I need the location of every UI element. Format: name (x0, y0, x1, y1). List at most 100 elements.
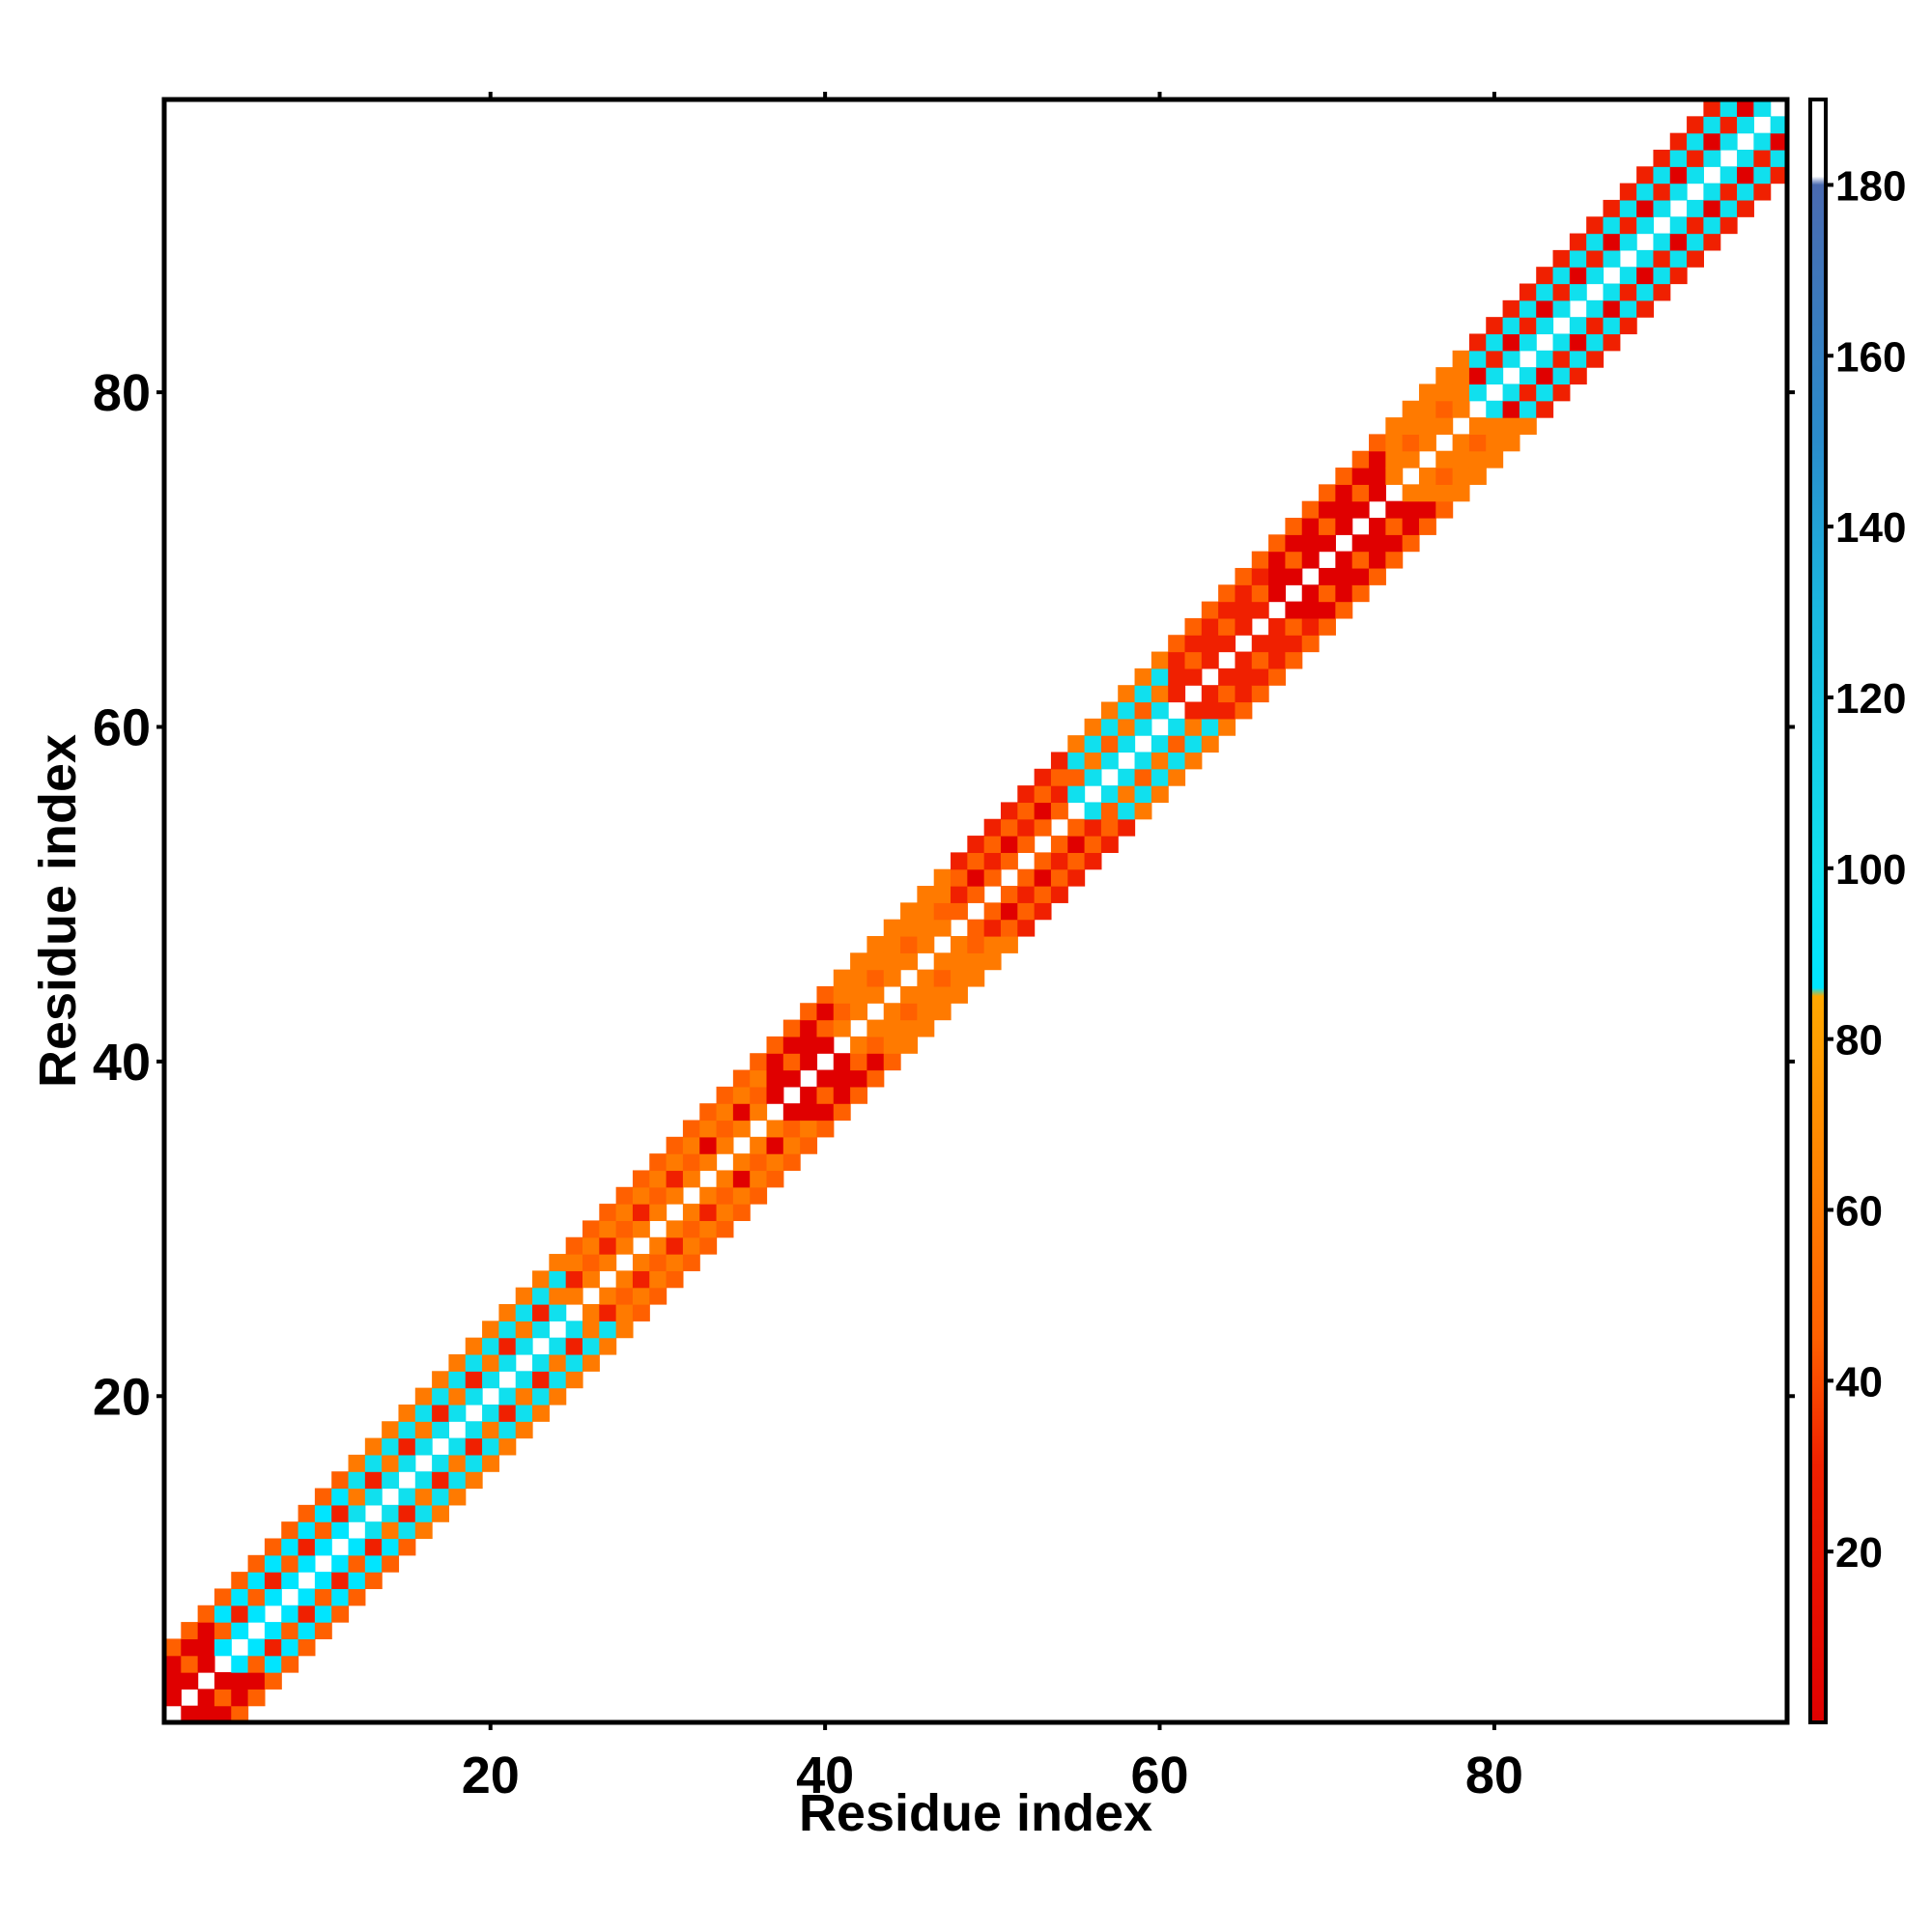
heatmap-cell (766, 1086, 784, 1104)
heatmap-cell (1719, 99, 1738, 117)
heatmap-cell (247, 1672, 266, 1690)
heatmap-cell (231, 1572, 249, 1590)
heatmap-cell (1235, 701, 1253, 720)
heatmap-cell (1235, 651, 1253, 669)
heatmap-cell (951, 985, 968, 1004)
heatmap-cell (632, 1186, 650, 1205)
heatmap-cell (1636, 249, 1655, 268)
heatmap-cell (181, 1672, 199, 1690)
heatmap-cell (213, 1622, 232, 1639)
heatmap-cell (1586, 299, 1605, 318)
heatmap-cell (1184, 701, 1203, 720)
heatmap-cell (164, 1672, 182, 1690)
heatmap-cell (264, 1572, 282, 1590)
heatmap-cell (448, 1488, 467, 1506)
heatmap-cell (1536, 384, 1554, 402)
heatmap-cell (448, 1404, 467, 1422)
heatmap-cell (599, 1254, 617, 1271)
heatmap-cell (314, 1538, 332, 1556)
heatmap-cell (532, 1321, 550, 1339)
heatmap-cell (649, 1236, 668, 1255)
heatmap-cell (515, 1387, 533, 1406)
heatmap-cell (1201, 651, 1219, 669)
heatmap-cell (1319, 484, 1336, 502)
heatmap-cell (1285, 517, 1303, 535)
heatmap-cell (883, 1019, 901, 1037)
heatmap-cell (565, 1254, 583, 1271)
heatmap-cell (983, 818, 1002, 837)
heatmap-cell (398, 1488, 416, 1506)
heatmap-cell (1486, 367, 1504, 385)
heatmap-cell (883, 1053, 901, 1071)
heatmap-cell (1369, 534, 1386, 553)
heatmap-cell (1569, 333, 1587, 352)
heatmap-cell (1636, 283, 1655, 301)
heatmap-cell (414, 1488, 433, 1506)
heatmap-cell (1268, 551, 1287, 569)
heatmap-cell (482, 1454, 499, 1472)
heatmap-cell (482, 1371, 499, 1389)
heatmap-cell (1737, 199, 1754, 217)
heatmap-cell (1402, 434, 1420, 452)
heatmap-cell (1653, 149, 1671, 167)
heatmap-cell (414, 1504, 433, 1522)
heatmap-cell (1067, 752, 1086, 770)
heatmap-cell (1687, 149, 1704, 167)
heatmap-cell (582, 1270, 600, 1289)
heatmap-cell (213, 1588, 232, 1606)
heatmap-cell (1134, 718, 1152, 736)
x-tick-label: 20 (462, 1747, 520, 1804)
heatmap-cell (1301, 500, 1320, 519)
heatmap-cell (1536, 317, 1554, 335)
heatmap-cell (682, 1170, 700, 1188)
heatmap-cell (1151, 785, 1169, 804)
heatmap-cell (1067, 785, 1086, 804)
heatmap-cell (1050, 752, 1068, 770)
heatmap-cell (1251, 668, 1269, 686)
axis-ticks (156, 92, 1795, 1730)
heatmap-cell (1118, 735, 1136, 753)
heatmap-cell (1134, 752, 1152, 770)
heatmap-cell (1669, 249, 1688, 268)
heatmap-cell (1468, 417, 1487, 435)
heatmap-cell (632, 1270, 650, 1289)
heatmap-cell (1251, 551, 1269, 569)
heatmap-cell (1351, 567, 1370, 585)
heatmap-cell (1435, 450, 1454, 469)
heatmap-cell (632, 1304, 650, 1321)
heatmap-cell (582, 1353, 600, 1372)
heatmap-cell (264, 1622, 282, 1639)
heatmap-cell (515, 1321, 533, 1339)
heatmap-cell (983, 902, 1002, 921)
heatmap-cell (1351, 534, 1370, 553)
heatmap-cell (432, 1504, 450, 1522)
heatmap-cell (197, 1638, 215, 1657)
heatmap-cell (1134, 685, 1152, 703)
x-tick-label: 40 (796, 1747, 854, 1804)
heatmap-cell (1536, 299, 1554, 318)
heatmap-cell (766, 1120, 784, 1138)
heatmap-cell (917, 935, 935, 953)
heatmap-cell (231, 1689, 249, 1707)
heatmap-cell (1669, 149, 1688, 167)
heatmap-cell (850, 1069, 868, 1088)
heatmap-cell (1268, 651, 1287, 669)
y-tick-label: 60 (93, 698, 151, 756)
heatmap-cell (1100, 735, 1119, 753)
heatmap-cell (247, 1605, 266, 1623)
heatmap-cell (1084, 802, 1102, 820)
heatmap-cell (1569, 233, 1587, 251)
heatmap-cell (1552, 367, 1571, 385)
heatmap-cell (716, 1136, 734, 1154)
heatmap-cell (1586, 350, 1605, 368)
heatmap-cell (498, 1353, 517, 1372)
heatmap-cell (967, 935, 985, 953)
heatmap-cell (632, 1220, 650, 1238)
heatmap-cell (967, 969, 985, 987)
heatmap-cell (967, 886, 985, 903)
heatmap-cell (1719, 132, 1738, 151)
heatmap-cell (1586, 233, 1605, 251)
heatmap-cell (699, 1153, 718, 1172)
heatmap-cell (666, 1220, 684, 1238)
heatmap-cell (432, 1387, 450, 1406)
